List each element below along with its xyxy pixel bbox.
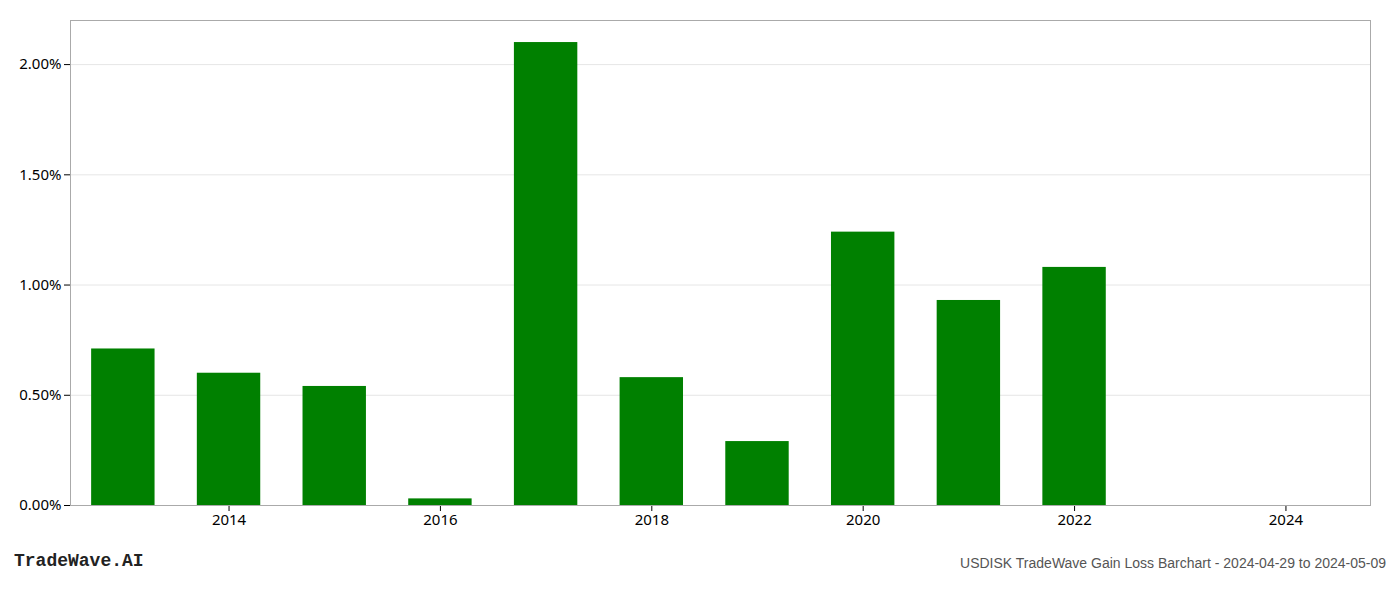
svg-text:2022: 2022	[1057, 509, 1091, 529]
svg-text:2024: 2024	[1269, 509, 1304, 529]
svg-text:2018: 2018	[635, 509, 669, 529]
svg-text:2.00%: 2.00%	[19, 53, 61, 73]
svg-text:2016: 2016	[423, 509, 457, 529]
svg-text:0.00%: 0.00%	[19, 494, 61, 514]
html-text:USDISK TradeWave Gain Loss Bar: USDISK TradeWave Gain Loss Barchart - 20…	[960, 555, 1386, 571]
svg-text:1.00%: 1.00%	[19, 274, 61, 294]
svg-text:2014: 2014	[212, 509, 247, 529]
svg-text:1.50%: 1.50%	[19, 164, 61, 184]
svg-text:2020: 2020	[846, 509, 880, 529]
svg-text:0.50%: 0.50%	[19, 384, 61, 404]
html-text:TradeWave.AI: TradeWave.AI	[14, 551, 144, 571]
